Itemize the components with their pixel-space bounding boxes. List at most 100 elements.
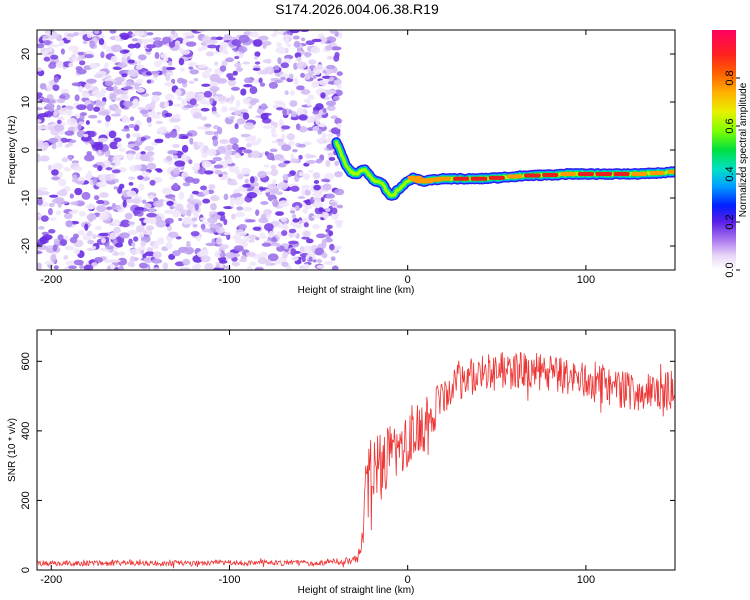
noise-speckle: [290, 116, 300, 121]
noise-speckle: [276, 42, 282, 48]
noise-speckle: [201, 45, 208, 51]
noise-speckle: [284, 37, 290, 45]
noise-speckle: [330, 127, 341, 135]
noise-speckle: [308, 213, 316, 221]
noise-speckle: [316, 233, 326, 239]
noise-speckle: [42, 234, 53, 241]
noise-speckle: [37, 262, 42, 270]
noise-speckle: [296, 61, 308, 69]
noise-speckle: [170, 30, 176, 35]
noise-speckle: [111, 169, 121, 174]
noise-speckle: [244, 178, 249, 185]
noise-speckle: [298, 171, 304, 177]
noise-speckle: [322, 211, 329, 219]
noise-speckle: [282, 108, 287, 116]
snr-x-tick-label: 0: [405, 574, 411, 586]
noise-speckle: [89, 139, 95, 145]
noise-speckle: [111, 166, 117, 170]
colorbar: 0.0 0.2 0.4 0.6 0.8 Normalized spectral ampl…: [712, 30, 749, 278]
noise-speckle: [323, 261, 334, 265]
noise-speckle: [306, 154, 317, 158]
noise-speckle: [138, 183, 145, 191]
noise-speckle: [231, 261, 240, 267]
noise-speckle: [316, 64, 324, 72]
noise-speckle: [132, 209, 141, 215]
noise-speckle: [283, 222, 288, 230]
noise-speckle: [65, 260, 75, 266]
noise-speckle: [93, 30, 100, 35]
noise-speckle: [227, 182, 239, 186]
noise-speckle: [78, 229, 85, 236]
noise-speckle: [298, 125, 308, 133]
colorbar-ticks: 0.0 0.2 0.4 0.6 0.8: [724, 70, 740, 278]
noise-speckle: [63, 212, 73, 220]
noise-speckle: [212, 138, 219, 147]
noise-speckle: [249, 140, 260, 146]
noise-speckle: [68, 210, 78, 215]
noise-speckle: [244, 219, 256, 223]
noise-speckle: [150, 70, 161, 75]
noise-speckle: [281, 230, 288, 236]
noise-speckle: [240, 241, 249, 248]
noise-speckle: [302, 245, 314, 254]
signal-hotspot: [595, 172, 613, 176]
noise-speckle: [318, 138, 324, 144]
noise-speckle: [268, 230, 274, 239]
noise-speckle: [304, 189, 311, 196]
noise-speckle: [221, 60, 228, 67]
noise-speckle: [57, 130, 66, 135]
noise-speckle: [94, 142, 104, 151]
noise-speckle: [114, 178, 119, 183]
noise-speckle: [265, 188, 270, 193]
noise-speckle: [303, 222, 309, 228]
snr-y-ticks: 0 200 400 600: [20, 352, 675, 573]
noise-speckle: [236, 99, 241, 108]
noise-speckle: [298, 220, 305, 224]
noise-speckle: [287, 141, 295, 146]
noise-speckle: [85, 204, 96, 210]
noise-speckle: [44, 260, 55, 265]
noise-speckle: [104, 80, 114, 87]
noise-speckle: [202, 198, 211, 204]
noise-speckle: [191, 178, 200, 184]
noise-speckle: [46, 84, 53, 92]
noise-speckle: [317, 123, 327, 128]
colorbar-scale: [712, 30, 736, 270]
noise-speckle: [37, 198, 43, 206]
noise-speckle: [105, 245, 114, 250]
noise-speckle: [110, 113, 122, 117]
noise-speckle: [265, 259, 272, 266]
noise-speckle: [183, 104, 194, 109]
noise-speckle: [212, 156, 223, 162]
noise-speckle: [336, 84, 342, 89]
noise-speckle: [169, 130, 178, 138]
noise-speckle: [69, 139, 77, 144]
noise-speckle: [72, 233, 79, 239]
noise-speckle: [54, 197, 65, 204]
noise-speckle: [284, 90, 289, 96]
noise-speckle: [37, 107, 43, 111]
spectrogram-x-tick-label: 100: [577, 274, 595, 286]
spectrogram-y-label: Frequency (Hz): [7, 116, 18, 185]
signal-hotspot: [524, 173, 541, 178]
noise-speckle: [88, 114, 98, 119]
noise-speckle: [237, 46, 248, 53]
colorbar-tick-label: 0.4: [724, 166, 736, 181]
noise-speckle: [154, 139, 164, 144]
noise-speckle: [308, 169, 314, 173]
noise-speckle: [42, 141, 49, 149]
noise-speckle: [140, 151, 146, 155]
noise-speckle: [325, 160, 331, 168]
noise-speckle: [334, 188, 345, 196]
noise-speckle: [118, 251, 126, 256]
noise-speckle: [126, 190, 137, 198]
noise-speckle: [45, 103, 55, 110]
noise-speckle: [234, 170, 241, 175]
noise-speckle: [231, 39, 242, 46]
noise-speckle: [267, 253, 279, 262]
noise-speckle: [219, 139, 229, 145]
noise-speckle: [290, 209, 296, 214]
noise-speckle: [292, 148, 298, 153]
noise-speckle: [325, 64, 336, 70]
